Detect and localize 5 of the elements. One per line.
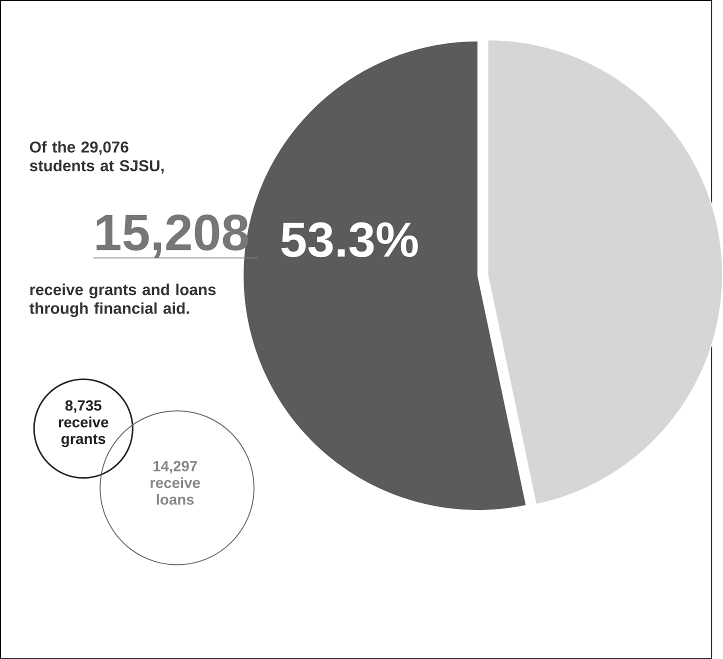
- text: 8,735 receive grants: [58, 400, 108, 448]
- text: Of the 29,076 students at SJSU,: [30, 141, 164, 174]
- text: 14,297 receive loans: [150, 460, 200, 505]
- text: receive grants and loans through financial aid.: [29, 284, 216, 318]
- data-label: 53.3%: [281, 222, 418, 258]
